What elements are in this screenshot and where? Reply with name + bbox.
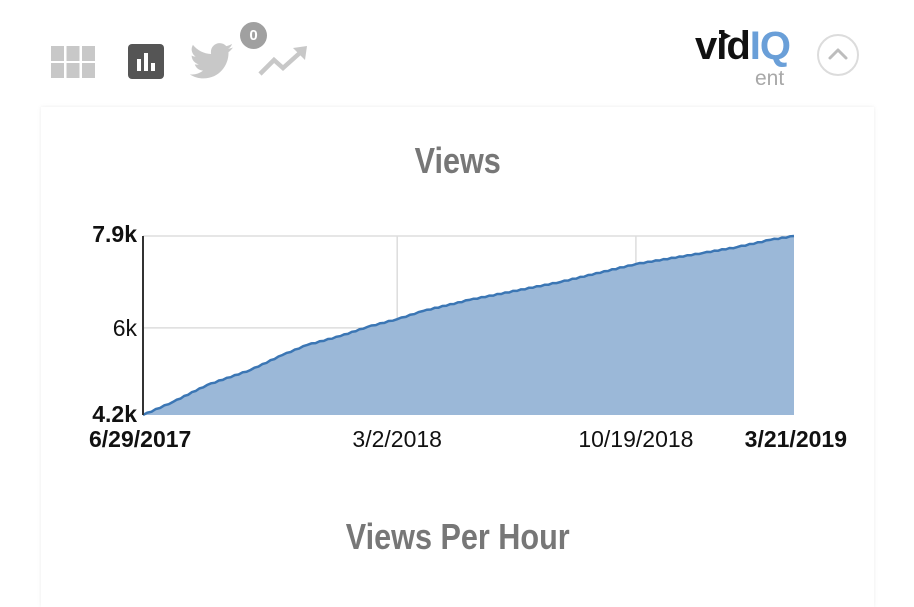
x-axis-tick-label: 6/29/2017: [89, 426, 192, 452]
trending-up-icon[interactable]: [258, 46, 308, 76]
grid-icon[interactable]: [51, 46, 95, 78]
x-axis-tick-label: 3/21/2019: [744, 426, 847, 452]
y-axis-tick-label: 4.2k: [92, 401, 137, 427]
y-axis-tick-label: 6k: [112, 314, 137, 341]
views-line: [142, 234, 795, 417]
x-axis-tick-label: 3/2/2018: [352, 426, 442, 452]
toolbar: 0 vidIQ ent: [0, 0, 914, 100]
views-area-chart: [142, 234, 795, 417]
y-axis-tick-label: 7.9k: [92, 221, 137, 247]
collapse-button[interactable]: [817, 34, 859, 76]
views-per-hour-section-title: Views Per Hour: [345, 516, 570, 557]
bar-chart-icon[interactable]: [128, 44, 164, 79]
chevron-up-icon: [828, 48, 848, 60]
logo-text-iq: IQ: [749, 24, 791, 68]
twitter-icon[interactable]: [190, 43, 234, 80]
x-axis-tick-label: 10/19/2018: [578, 426, 694, 452]
views-section-title: Views: [414, 140, 501, 181]
views-area-fill: [143, 236, 794, 415]
twitter-count-badge: 0: [240, 22, 267, 49]
logo-play-icon: [721, 31, 731, 41]
logo-subtitle: ent: [755, 67, 785, 90]
vidiq-logo: vidIQ ent: [695, 24, 825, 94]
